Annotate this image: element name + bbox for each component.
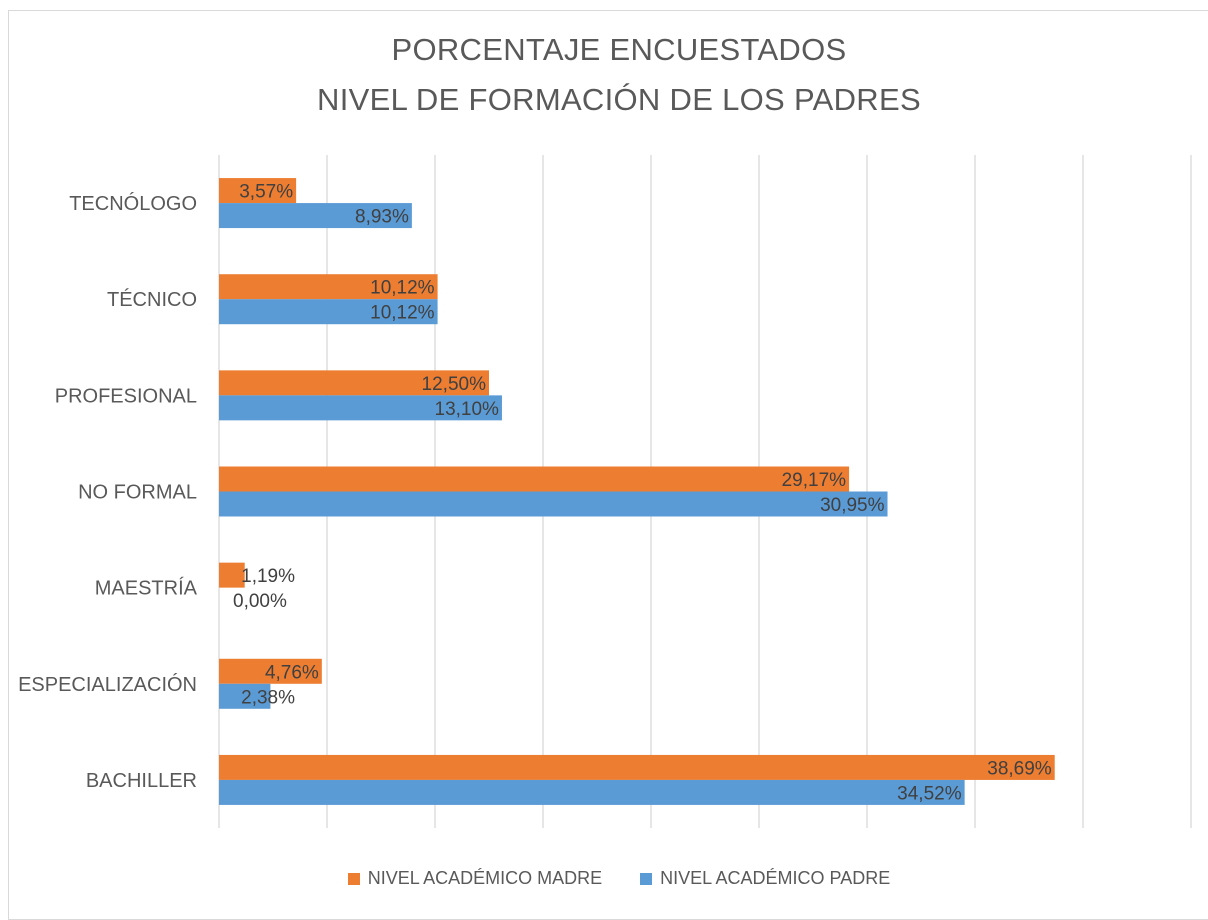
bar-madre — [219, 562, 245, 588]
category-label: PROFESIONAL — [55, 385, 197, 407]
data-label-madre: 29,17% — [782, 470, 847, 491]
bar-madre — [219, 178, 297, 204]
bar-madre — [219, 370, 489, 396]
bar-madre — [219, 658, 322, 684]
category-labels: BACHILLER ESPECIALIZACIÓN MAESTRÍA NO FORMA… — [18, 192, 198, 792]
data-label-padre: 34,52% — [897, 783, 962, 804]
chart-title-line-1: PORCENTAJE ENCUESTADOS — [391, 32, 847, 67]
bar-madre — [219, 466, 850, 492]
data-label-madre: 38,69% — [987, 758, 1052, 779]
legend: NIVEL ACADÉMICO MADRE NIVEL ACADÉMICO PA… — [0, 868, 1208, 889]
bar-madre — [219, 274, 438, 300]
bar-padre — [219, 395, 502, 421]
data-label-padre: 10,12% — [370, 303, 435, 324]
legend-item-padre: NIVEL ACADÉMICO PADRE — [640, 868, 890, 889]
data-label-padre: 8,93% — [355, 207, 409, 228]
chart-title-line-2: NIVEL DE FORMACIÓN DE LOS PADRES — [317, 82, 921, 117]
bar-padre — [219, 491, 888, 517]
data-label-padre: 0,00% — [233, 591, 287, 612]
data-labels: 38,69% 34,52% 4,76% 2,38% 1,19% 0,00% 29,17% 30… — [233, 182, 1052, 805]
legend-item-madre: NIVEL ACADÉMICO MADRE — [347, 868, 603, 889]
bar-padre — [219, 683, 271, 709]
category-label: NO FORMAL — [78, 482, 197, 504]
bar-padre — [219, 299, 438, 325]
data-label-madre: 3,57% — [239, 182, 293, 203]
bar-padre — [219, 203, 412, 229]
data-label-madre: 1,19% — [241, 566, 295, 587]
category-label: ESPECIALIZACIÓN — [18, 673, 197, 696]
data-label-madre: 12,50% — [422, 374, 487, 395]
legend-label-padre: NIVEL ACADÉMICO PADRE — [660, 868, 891, 888]
category-label: MAESTRÍA — [95, 577, 198, 600]
category-label: BACHILLER — [86, 770, 197, 792]
data-label-padre: 30,95% — [820, 495, 885, 516]
bar-madre — [219, 754, 1055, 780]
category-label: TECNÓLOGO — [69, 192, 197, 215]
data-label-madre: 4,76% — [265, 662, 319, 683]
data-label-madre: 10,12% — [370, 278, 435, 299]
data-label-padre: 2,38% — [241, 687, 295, 708]
legend-swatch-padre — [640, 872, 653, 885]
bar-padre — [219, 779, 965, 805]
data-label-padre: 13,10% — [435, 399, 500, 420]
bars — [219, 178, 1055, 805]
category-label: TÉCNICO — [107, 288, 197, 311]
legend-swatch-madre — [347, 872, 360, 885]
legend-label-madre: NIVEL ACADÉMICO MADRE — [367, 868, 603, 888]
